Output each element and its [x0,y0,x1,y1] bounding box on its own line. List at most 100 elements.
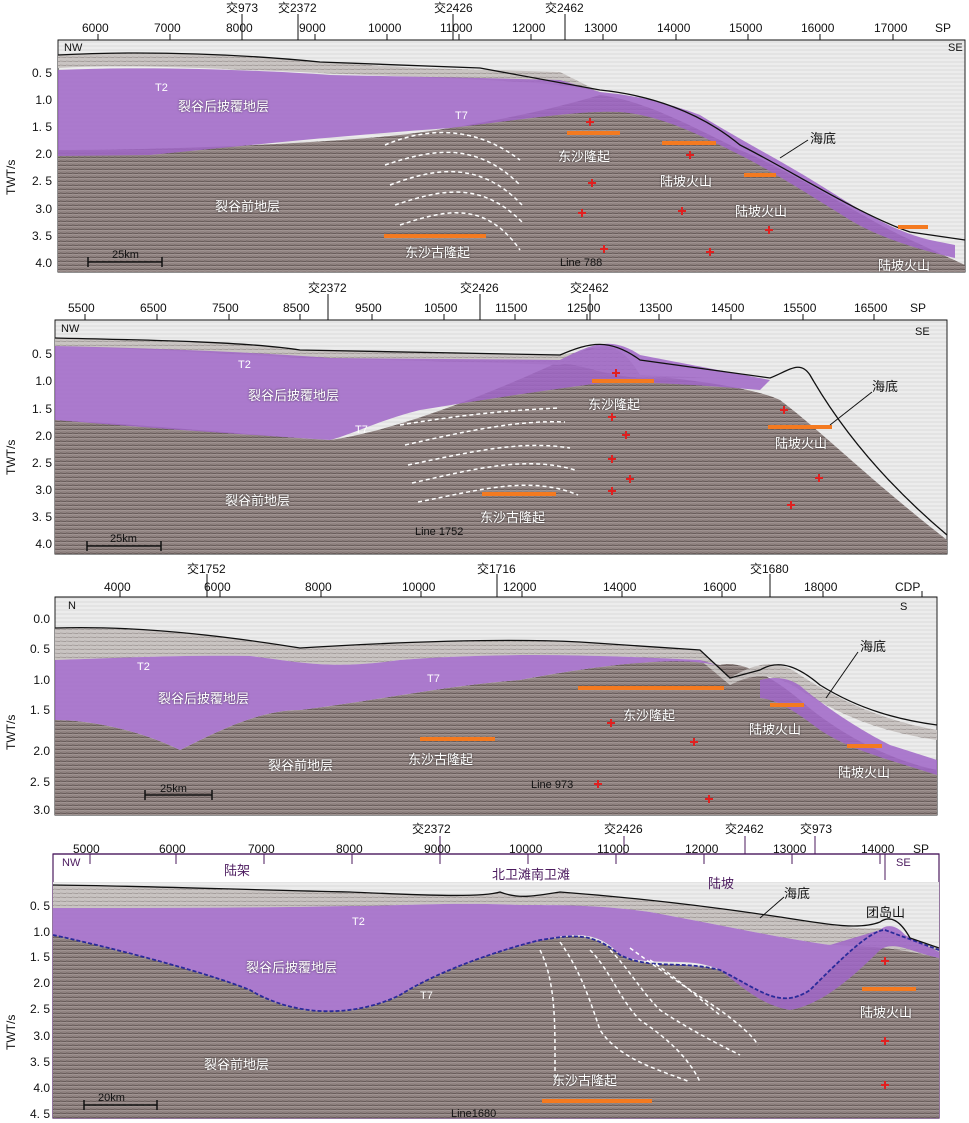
y-tick: 1. 5 [31,402,52,416]
x-tick: 13000 [773,842,807,856]
horizon-t2: T2 [238,359,251,371]
horizon-t7: T7 [420,990,433,1002]
x-tick: 13000 [584,21,618,35]
horizon-t2: T2 [137,661,150,673]
direction-left: NW [62,857,81,869]
axis-unit: CDP [895,580,921,594]
panel-3-scale-bar [144,790,213,800]
post-rift-label: 裂谷后披覆地层 [246,960,338,975]
x-tick: 14000 [657,21,691,35]
pre-rift-label: 裂谷前地层 [215,199,281,214]
panel-2-orange-markers [482,379,832,496]
x-tick: 16500 [854,301,888,315]
shelf-label: 陆架 [224,863,251,878]
direction-right: SE [896,857,911,869]
cross-tick: 交2372 [278,1,317,15]
panel-1-shelf-sediment [58,52,600,92]
direction-right: S [900,601,908,613]
y-tick: 3.0 [33,1029,50,1043]
panel-1-seafloor-line [57,52,966,241]
seismic-panel-1: 6000 7000 8000 9000 10000 11000 12000 13… [0,0,969,280]
panel-3-shelf-sediment [55,627,937,740]
dongsha-uplift-label: 东沙隆起 [558,149,611,164]
cross-tick: 交1680 [750,562,789,576]
paleo-uplift-label: 东沙古隆起 [552,1073,618,1088]
y-tick: 1.0 [33,673,50,687]
x-tick: 6000 [82,21,109,35]
seismic-panel-4: 5000 6000 7000 8000 9000 10000 11000 120… [0,820,969,1123]
panel-2-scale-bar [86,541,162,551]
x-tick: 10000 [368,21,402,35]
y-tick: 4.0 [33,1081,50,1095]
x-tick: 14500 [711,301,745,315]
pre-rift-label: 裂谷前地层 [204,1057,270,1072]
cross-tick: 交2462 [725,822,764,836]
y-tick: 2.0 [35,147,52,161]
dongsha-uplift-label: 东沙隆起 [623,708,676,723]
x-tick: 13500 [639,301,673,315]
y-tick: 0.0 [33,612,50,626]
y-tick: 2. 5 [31,174,52,188]
x-tick: 17000 [874,21,908,35]
y-tick: 2.0 [35,429,52,443]
y-tick: 1.0 [35,93,52,107]
horizon-t7: T7 [427,673,440,685]
x-tick: 8000 [305,580,332,594]
tuandao-label: 团岛山 [866,905,906,920]
x-tick: 11000 [597,842,630,856]
panel-4-pre-rift-fill [53,930,939,1118]
y-tick: 3. 5 [31,510,52,524]
line-label: Line 973 [531,779,574,791]
cross-tick: 交2462 [570,281,609,295]
cross-tick: 交2372 [412,822,451,836]
seafloor-label: 海底 [784,886,811,901]
post-rift-label: 裂谷后披覆地层 [158,691,250,706]
x-tick: 8500 [283,301,310,315]
panel-3-seafloor-line [54,626,938,726]
x-tick: 12000 [685,842,719,856]
scale-bar-label: 25km [110,533,137,545]
panel-4-seafloor-line [52,884,940,949]
x-tick: 15500 [783,301,817,315]
panel-4-scale-bar [83,1100,158,1110]
paleo-uplift-label: 东沙古隆起 [405,245,471,260]
y-tick: 2. 5 [31,456,52,470]
y-tick: 0. 5 [29,642,50,656]
x-tick: 4000 [104,580,131,594]
line-label: Line 788 [560,257,603,269]
volcano-label: 陆坡火山 [660,174,713,189]
y-tick: 2.0 [33,744,50,758]
y-tick: 1. 5 [29,703,50,717]
x-tick: 8000 [226,21,253,35]
line-label: Line 1752 [415,526,464,538]
panel-2-graphic [54,294,948,555]
axis-unit: SP [910,301,927,315]
post-rift-label: 裂谷后披覆地层 [248,388,340,403]
axis-unit: SP [913,842,930,856]
scale-bar-label: 25km [160,783,187,795]
volcano-label: 陆坡火山 [735,204,788,219]
panel-3-post-rift-layer-south [760,678,937,775]
line-label: Line1680 [451,1108,497,1120]
x-tick: 5500 [68,301,95,315]
dongsha-uplift-label: 东沙隆起 [588,397,641,412]
x-tick: 6000 [204,580,231,594]
volcano-label: 陆坡火山 [878,258,931,273]
panel-3-post-rift-layer [55,655,720,750]
panel-1-paleo-curves [384,131,523,251]
panel-2-red-crosses [608,369,823,509]
panel-3-orange-markers [420,686,882,748]
y-tick: 2. 5 [29,775,50,789]
seafloor-label: 海底 [810,131,837,146]
seafloor-label: 海底 [872,379,899,394]
volcano-label: 陆坡火山 [838,765,891,780]
x-tick: 14000 [861,842,895,856]
y-tick: 1. 5 [29,950,50,964]
panel-2-pre-rift-fill [55,347,947,554]
seismic-panel-3: 4000 6000 8000 10000 12000 14000 16000 1… [0,560,969,820]
cross-tick: 交2426 [460,281,499,295]
panel-3-red-crosses [594,719,713,803]
cross-tick: 交1716 [477,562,516,576]
cross-tick: 交2426 [434,1,473,15]
x-tick: 10000 [402,580,436,594]
